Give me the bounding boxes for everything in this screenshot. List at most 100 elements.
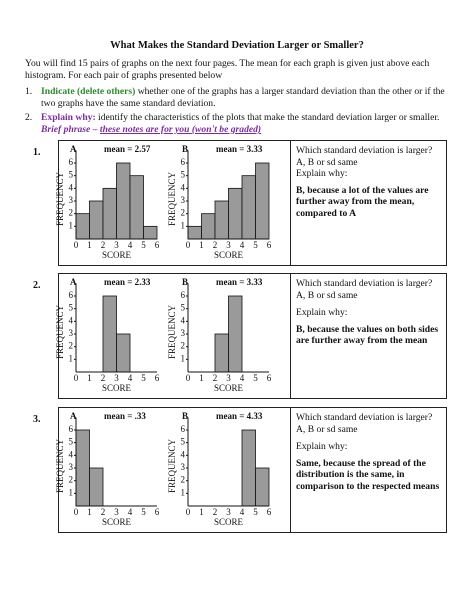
x-tick-label: 0 xyxy=(74,507,79,517)
x-tick-label: 5 xyxy=(253,373,258,383)
x-tick-label: 2 xyxy=(213,507,218,517)
x-tick-label: 5 xyxy=(141,507,146,517)
x-tick-label: 4 xyxy=(240,507,245,517)
x-axis-label: SCORE xyxy=(102,517,132,527)
y-tick-label: 1 xyxy=(69,487,74,497)
x-tick-label: 0 xyxy=(186,507,191,517)
y-tick-label: 1 xyxy=(181,220,186,230)
y-tick-label: 6 xyxy=(69,290,74,300)
instruction-text: whether one of the graphs has a larger s… xyxy=(41,86,445,109)
graph-mean: mean = 2.57 xyxy=(104,144,151,154)
graph-label: B xyxy=(182,144,188,154)
x-tick-label: 5 xyxy=(253,240,258,250)
y-tick-label: 5 xyxy=(69,170,74,180)
x-tick-label: 0 xyxy=(74,240,79,250)
y-tick-label: 2 xyxy=(69,475,74,485)
x-tick-label: 2 xyxy=(101,240,106,250)
graph-label: B xyxy=(182,277,188,287)
y-axis-label: FREQUENCY xyxy=(167,439,177,494)
x-tick-label: 4 xyxy=(128,240,133,250)
question: Which standard deviation is larger? xyxy=(296,145,433,156)
bar xyxy=(116,162,131,240)
y-axis-label: FREQUENCY xyxy=(167,172,177,227)
bar xyxy=(187,225,202,240)
answer-cell: Which standard deviation is larger? A, B … xyxy=(290,407,447,533)
question: Which standard deviation is larger? xyxy=(296,412,433,423)
explain: Explain why: xyxy=(296,441,348,452)
bar xyxy=(89,200,104,240)
y-tick-label: 6 xyxy=(181,424,186,434)
x-tick-label: 6 xyxy=(155,373,160,383)
y-axis-label: FREQUENCY xyxy=(55,439,65,494)
y-tick-label: 2 xyxy=(181,208,186,218)
x-tick-label: 2 xyxy=(101,507,106,517)
x-tick-label: 0 xyxy=(186,373,191,383)
x-tick-label: 1 xyxy=(87,240,92,250)
problem-number: 3. xyxy=(33,414,41,425)
x-axis-label: SCORE xyxy=(214,250,244,260)
graph-mean: mean = 4.33 xyxy=(216,411,263,421)
answer: B, because the values on both sides are … xyxy=(296,323,439,347)
y-tick-label: 1 xyxy=(69,353,74,363)
y-tick-label: 4 xyxy=(69,315,74,325)
y-tick-label: 2 xyxy=(69,208,74,218)
y-tick-label: 3 xyxy=(181,195,186,205)
graph-label: B xyxy=(182,411,188,421)
bar xyxy=(255,162,270,240)
bar xyxy=(228,295,243,373)
y-tick-label: 1 xyxy=(69,220,74,230)
question: Which standard deviation is larger? xyxy=(296,278,433,289)
graph-mean: mean = 3.33 xyxy=(216,277,263,287)
y-tick-label: 4 xyxy=(181,182,186,192)
problem-number: 2. xyxy=(33,280,41,291)
bar xyxy=(75,213,90,240)
y-axis-label: FREQUENCY xyxy=(167,305,177,360)
y-tick-label: 4 xyxy=(69,182,74,192)
instruction-highlight: Indicate (delete others) xyxy=(41,86,136,97)
bar xyxy=(143,225,158,240)
options: A, B or sd same xyxy=(296,156,358,168)
y-tick-label: 3 xyxy=(181,328,186,338)
x-tick-label: 1 xyxy=(87,507,92,517)
bar xyxy=(214,333,229,373)
title: What Makes the Standard Deviation Larger… xyxy=(110,40,364,51)
x-tick-label: 3 xyxy=(226,240,231,250)
bar xyxy=(241,429,256,507)
x-tick-label: 6 xyxy=(267,240,272,250)
x-tick-label: 3 xyxy=(226,507,231,517)
y-tick-label: 3 xyxy=(181,462,186,472)
y-tick-label: 2 xyxy=(69,341,74,351)
graph-mean: mean = .33 xyxy=(104,411,146,421)
answer: Same, because the spread of the distribu… xyxy=(296,457,440,492)
y-tick-label: 6 xyxy=(181,290,186,300)
x-tick-label: 1 xyxy=(87,373,92,383)
x-tick-label: 3 xyxy=(114,373,119,383)
bar xyxy=(116,333,131,373)
x-tick-label: 5 xyxy=(141,240,146,250)
bar xyxy=(201,213,216,240)
x-tick-label: 2 xyxy=(101,373,106,383)
x-tick-label: 4 xyxy=(128,507,133,517)
options: A, B or sd same xyxy=(296,289,358,301)
x-tick-label: 5 xyxy=(253,507,258,517)
y-tick-label: 5 xyxy=(181,437,186,447)
instruction-number: 1. xyxy=(25,86,33,97)
y-tick-label: 5 xyxy=(181,170,186,180)
bar xyxy=(228,187,243,240)
y-axis-label: FREQUENCY xyxy=(55,172,65,227)
intro: You will find 15 pairs of graphs on the … xyxy=(25,58,430,81)
x-tick-label: 4 xyxy=(240,373,245,383)
y-tick-label: 4 xyxy=(181,315,186,325)
y-tick-label: 1 xyxy=(181,353,186,363)
y-tick-label: 3 xyxy=(69,328,74,338)
y-tick-label: 2 xyxy=(181,341,186,351)
options: A, B or sd same xyxy=(296,423,358,435)
x-axis-label: SCORE xyxy=(102,250,132,260)
instruction: 1. Indicate (delete others) whether one … xyxy=(25,86,445,110)
x-tick-label: 6 xyxy=(155,240,160,250)
problem-number: 1. xyxy=(33,147,41,158)
x-tick-label: 4 xyxy=(128,373,133,383)
x-tick-label: 0 xyxy=(186,240,191,250)
x-tick-label: 6 xyxy=(267,507,272,517)
